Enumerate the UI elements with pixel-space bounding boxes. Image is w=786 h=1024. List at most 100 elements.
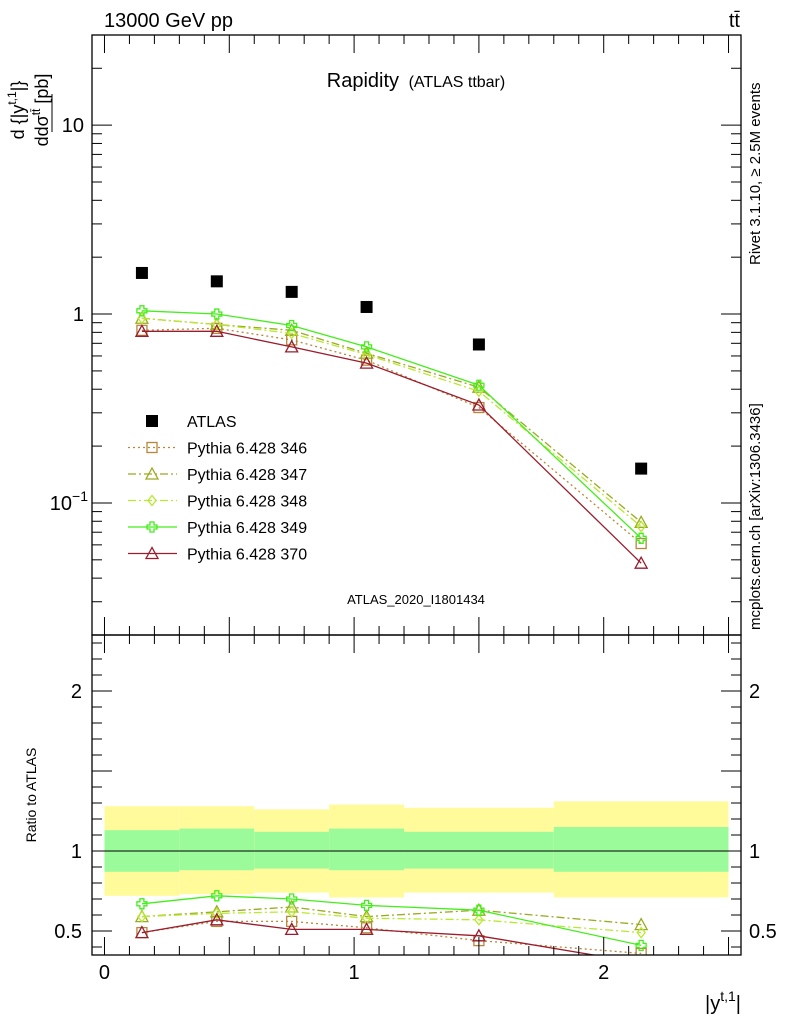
stat-band-2 xyxy=(254,831,330,869)
ratio-series-line-2 xyxy=(141,911,642,934)
ratio-point-2-1 xyxy=(211,907,222,920)
ratio-point-1-5 xyxy=(634,917,649,931)
main-y-tick-label-2: 10 xyxy=(62,115,84,137)
main-point-0-3 xyxy=(360,300,373,313)
main-y-tick-label-1: 1 xyxy=(73,304,84,326)
main-series-line-1 xyxy=(141,327,642,544)
ratio-ticks: 0.5 0.5 1 1 2 2 0 1 2 xyxy=(54,635,777,984)
legend-label-2: Pythia 6.428 347 xyxy=(187,467,307,484)
ratio-series-group xyxy=(134,890,649,955)
ratio-point-3-4 xyxy=(473,904,485,916)
chart-title-main: Rapidity xyxy=(327,70,399,92)
main-point-5-4 xyxy=(471,397,486,411)
legend-marker-2 xyxy=(144,466,160,480)
x-axis-label: |yt,1| xyxy=(705,988,741,1015)
main-point-1-5 xyxy=(635,537,647,550)
rivet-label: Rivet 3.1.10, ≥ 2.5M events xyxy=(747,83,764,266)
mcplots-label: mcplots.cern.ch [arXiv:1306.3436] xyxy=(747,403,764,630)
ratio-point-4-3 xyxy=(359,922,374,936)
legend-marker-1 xyxy=(146,441,158,454)
legend-marker-0 xyxy=(146,415,158,427)
ratio-bands xyxy=(92,801,741,898)
main-marks xyxy=(134,266,649,569)
ratio-point-3-3 xyxy=(360,899,373,912)
chart-title-sub: (ATLAS ttbar) xyxy=(409,74,506,91)
legend-marker-4 xyxy=(146,521,158,533)
main-point-3-0 xyxy=(137,312,147,325)
main-series-line-5 xyxy=(141,330,642,564)
main-point-3-4 xyxy=(474,385,484,398)
main-point-5-3 xyxy=(359,355,374,369)
svg-text:ddσtt̄ [pb]: ddσtt̄ [pb] xyxy=(29,74,52,147)
legend-label-4: Pythia 6.428 349 xyxy=(187,520,307,537)
ratio-point-3-2 xyxy=(286,893,298,905)
y-label-dsigma: dσ xyxy=(32,115,52,136)
ratio-point-4-0 xyxy=(134,925,150,939)
ratio-y-tick-label-right-0: 0.5 xyxy=(749,921,777,943)
legend-label-0: ATLAS xyxy=(187,414,237,431)
main-point-3-1 xyxy=(211,318,222,331)
main-point-2-2 xyxy=(284,322,299,336)
main-point-4-1 xyxy=(211,308,223,320)
y-label-unit: [pb] xyxy=(32,74,52,109)
ratio-point-3-5 xyxy=(635,939,647,952)
x-tick-label-1: 1 xyxy=(349,962,360,984)
main-point-4-4 xyxy=(473,379,485,391)
stat-band-5 xyxy=(553,827,729,872)
main-y-tick-base: 10 xyxy=(50,493,72,515)
watermark: ATLAS_2020_I1801434 xyxy=(347,592,485,607)
ratio-point-2-5 xyxy=(636,926,646,939)
ratio-series-line-1 xyxy=(141,906,642,926)
main-point-2-5 xyxy=(634,514,649,528)
legend-label-1: Pythia 6.428 346 xyxy=(187,441,307,458)
main-point-5-1 xyxy=(209,323,224,337)
ratio-y-tick-label-right-1: 1 xyxy=(749,841,760,863)
legend-marker-3 xyxy=(147,494,157,507)
main-point-4-0 xyxy=(136,305,148,317)
main-point-3-3 xyxy=(361,348,372,361)
ratio-y-tick-label-2: 2 xyxy=(71,681,82,703)
ratio-point-2-4 xyxy=(474,913,484,926)
ratio-y-tick-label-right-2: 2 xyxy=(749,681,760,703)
y-label-tt: tt̄ xyxy=(29,108,43,115)
stat-band-1 xyxy=(179,828,255,871)
legend-label-5: Pythia 6.428 370 xyxy=(187,547,307,564)
header-left: 13000 GeV pp xyxy=(104,10,233,32)
ratio-point-2-0 xyxy=(137,910,147,923)
legend: ATLAS Pythia 6.428 346 Pythia 6.428 347 Pyt… xyxy=(128,414,307,564)
ratio-series-line-3 xyxy=(141,895,642,947)
ratio-point-3-1 xyxy=(211,890,223,902)
main-point-0-0 xyxy=(135,266,148,279)
stat-band-4 xyxy=(404,831,554,869)
chart-title: Rapidity (ATLAS ttbar) xyxy=(327,70,505,92)
legend-label-3: Pythia 6.428 348 xyxy=(187,494,307,511)
ratio-point-0-5 xyxy=(635,947,647,955)
x-tick-label-2: 2 xyxy=(598,962,609,984)
main-point-4-5 xyxy=(635,532,647,544)
main-point-5-5 xyxy=(634,555,649,569)
ratio-y-label: Ratio to ATLAS xyxy=(23,748,39,843)
main-point-5-0 xyxy=(134,323,150,337)
main-series-line-4 xyxy=(141,310,642,539)
ratio-point-4-2 xyxy=(284,922,299,936)
header-right: tt̄ xyxy=(729,10,741,32)
main-point-0-4 xyxy=(472,338,485,351)
main-point-0-1 xyxy=(210,275,223,288)
ratio-point-2-2 xyxy=(286,905,297,918)
ratio-series-line-0 xyxy=(141,920,642,955)
legend-marker-5 xyxy=(144,546,160,560)
main-y-tick-exp: −1 xyxy=(72,488,88,504)
main-point-3-5 xyxy=(636,520,646,533)
svg-text:d {|yt,1|}: d {|yt,1|} xyxy=(5,81,28,140)
ratio-y-tick-label-0: 0.5 xyxy=(54,921,82,943)
ratio-series-line-4 xyxy=(141,919,598,955)
y-label-numerator-d: d xyxy=(32,136,52,146)
main-y-tick-label-0: 10−1 xyxy=(50,488,88,515)
main-point-4-2 xyxy=(286,319,298,332)
main-point-0-5 xyxy=(635,462,648,475)
main-y-label-denominator: d {|yt,1|} xyxy=(5,81,28,140)
ratio-y-tick-label-1: 1 xyxy=(71,841,82,863)
main-point-5-2 xyxy=(284,339,299,353)
main-y-label: ddσtt̄ [pb] xyxy=(29,74,53,147)
